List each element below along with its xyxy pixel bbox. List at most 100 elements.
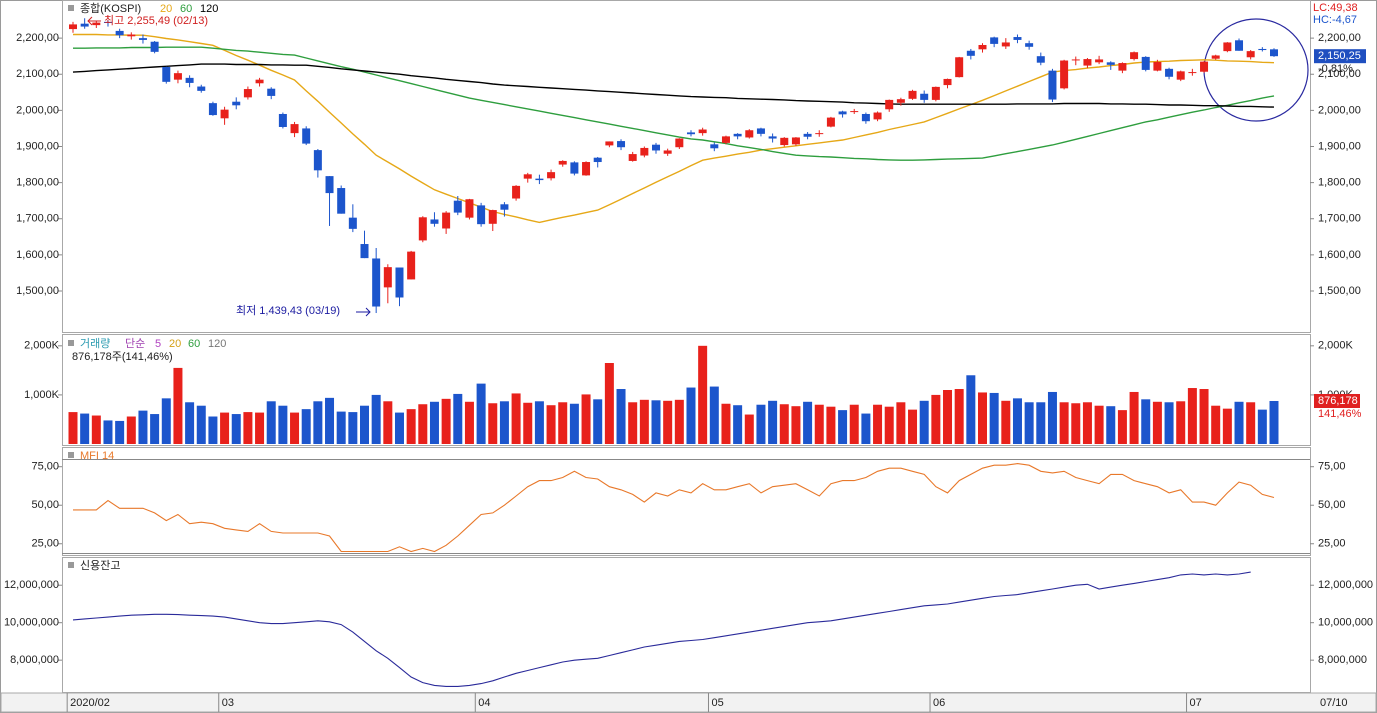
volume-bar bbox=[733, 405, 743, 444]
volume-bar bbox=[255, 412, 265, 444]
volume-bar bbox=[91, 415, 101, 444]
candle-body bbox=[348, 217, 357, 229]
volume-bar bbox=[371, 394, 381, 444]
volume-bar bbox=[954, 389, 964, 444]
volume-panel bbox=[62, 334, 1311, 446]
volume-bar bbox=[161, 398, 171, 444]
candle-body bbox=[850, 111, 859, 113]
candle-body bbox=[826, 117, 835, 127]
candle-body bbox=[69, 24, 77, 30]
volume-bar bbox=[534, 401, 544, 444]
candle-body bbox=[896, 99, 905, 103]
volume-bar bbox=[849, 404, 859, 444]
y-tick-label: 1,900,00 bbox=[16, 140, 59, 152]
candle-body bbox=[325, 176, 334, 194]
volume-bar bbox=[919, 400, 929, 444]
candle-body bbox=[127, 34, 136, 37]
candle-body bbox=[197, 86, 206, 91]
x-tick-label: 06 bbox=[933, 697, 945, 709]
candle-body bbox=[756, 128, 765, 134]
volume-bar bbox=[558, 402, 568, 444]
y-tick-label: 2,000K bbox=[24, 340, 60, 352]
candle-body bbox=[675, 138, 684, 148]
volume-bar bbox=[453, 393, 463, 444]
y-tick-label-right: 75,00 bbox=[1318, 461, 1346, 473]
candle-body bbox=[267, 88, 276, 96]
legend-marker bbox=[68, 452, 74, 458]
candle-body bbox=[838, 111, 847, 115]
volume-bar bbox=[208, 416, 218, 444]
y-tick-label: 50,00 bbox=[31, 499, 59, 511]
volume-bar bbox=[499, 401, 509, 444]
candle-body bbox=[582, 162, 591, 176]
volume-bar bbox=[896, 402, 906, 444]
candle-body bbox=[628, 154, 637, 161]
volume-bar bbox=[943, 390, 953, 444]
volume-bar bbox=[126, 416, 136, 444]
volume-bar bbox=[1234, 401, 1244, 444]
y-tick-label: 8,000,000 bbox=[10, 654, 59, 666]
y-tick-label: 1,000K bbox=[24, 389, 60, 401]
volume-bar bbox=[1047, 391, 1057, 444]
volume-bar bbox=[476, 383, 486, 444]
candle-body bbox=[418, 217, 427, 241]
candle-body bbox=[1141, 56, 1150, 70]
candle-body bbox=[302, 128, 311, 144]
candle-body bbox=[1118, 63, 1127, 71]
candle-body bbox=[162, 67, 171, 82]
volume-bar bbox=[546, 405, 556, 444]
price-panel bbox=[62, 0, 1311, 333]
y-tick-label-right: 50,00 bbox=[1318, 499, 1346, 511]
candle-body bbox=[1211, 55, 1220, 59]
candle-body bbox=[745, 130, 754, 138]
ma-legend: 120 bbox=[200, 3, 218, 15]
hc-label: HC:-4,67 bbox=[1313, 14, 1357, 26]
volume-bar bbox=[150, 414, 160, 444]
volume-bar bbox=[873, 404, 883, 444]
volume-bar bbox=[68, 412, 78, 444]
candle-body bbox=[873, 112, 882, 120]
candle-body bbox=[815, 133, 824, 135]
volume-bar bbox=[336, 411, 346, 444]
y-tick-label: 2,200,00 bbox=[16, 32, 59, 44]
candle-body bbox=[337, 188, 346, 214]
y-tick-label: 2,000,00 bbox=[16, 104, 59, 116]
legend-marker bbox=[68, 340, 74, 346]
last-volume-box bbox=[1314, 393, 1360, 408]
volume-bar bbox=[884, 406, 894, 444]
volume-bar bbox=[861, 413, 871, 444]
candle-body bbox=[1258, 48, 1267, 51]
candle-body bbox=[1071, 59, 1080, 61]
x-tick-label: 05 bbox=[711, 697, 723, 709]
indicator-line bbox=[72, 571, 1251, 687]
candle-body bbox=[1200, 61, 1209, 72]
volume-bar bbox=[185, 402, 195, 444]
volume-bar bbox=[1024, 402, 1034, 444]
volume-bar bbox=[196, 405, 206, 444]
candle-body bbox=[1036, 56, 1045, 63]
candle-body bbox=[395, 267, 404, 298]
volume-bar bbox=[768, 400, 778, 444]
volume-bar bbox=[278, 405, 288, 444]
volume-bar bbox=[383, 401, 393, 444]
candle-body bbox=[430, 219, 439, 224]
candle-body bbox=[1235, 40, 1244, 51]
candle-body bbox=[232, 101, 241, 106]
legend-marker bbox=[68, 562, 74, 568]
volume-bar bbox=[243, 412, 253, 444]
volume-bar bbox=[325, 397, 335, 444]
candle-body bbox=[640, 147, 649, 156]
volume-bar bbox=[686, 387, 696, 444]
annotation: 최저 1,439,43 (03/19) bbox=[236, 304, 340, 317]
last-volume-label: 876,178 bbox=[1318, 395, 1358, 407]
y-tick-label-right: 1,500,00 bbox=[1318, 285, 1361, 297]
annotation-arrow bbox=[87, 16, 101, 26]
candle-body bbox=[990, 37, 999, 44]
candle-body bbox=[255, 79, 264, 84]
volume-bar bbox=[360, 405, 370, 444]
y-tick-label: 1,600,00 bbox=[16, 249, 59, 261]
volume-bar bbox=[266, 401, 276, 444]
volume-bar bbox=[651, 400, 661, 444]
volume-bar bbox=[1211, 405, 1221, 444]
x-axis-bar bbox=[0, 692, 1377, 713]
